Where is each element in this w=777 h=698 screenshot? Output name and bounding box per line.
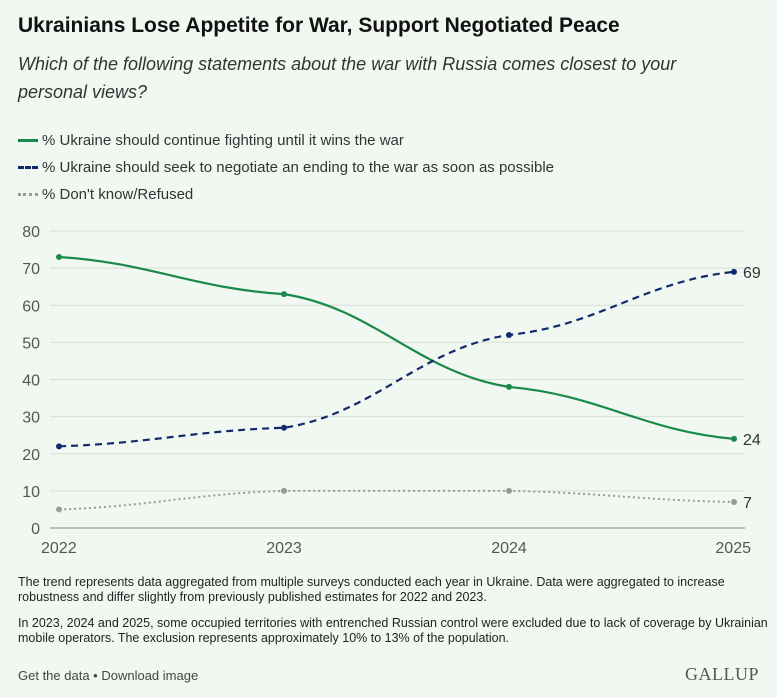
data-point	[731, 435, 737, 442]
data-point	[56, 443, 62, 450]
dotted-line-swatch	[18, 193, 38, 196]
data-point	[506, 383, 512, 390]
y-tick-label: 80	[22, 224, 40, 241]
separator: •	[89, 668, 102, 683]
gallup-logo: GALLUP	[685, 664, 759, 684]
end-label: 7	[743, 495, 752, 512]
data-point	[506, 487, 512, 494]
note-1: The trend represents data aggregated fro…	[18, 575, 725, 604]
chart-title: Ukrainians Lose Appetite for War, Suppor…	[18, 14, 620, 37]
series-line-1	[58, 270, 735, 448]
note-2: In 2023, 2024 and 2025, some occupied te…	[18, 616, 768, 645]
y-tick-label: 0	[31, 521, 40, 538]
y-tick-label: 70	[22, 261, 40, 278]
legend-label: % Don't know/Refused	[42, 186, 194, 203]
data-point	[281, 424, 287, 431]
footer-links: Get the data • Download image	[18, 668, 198, 683]
y-tick-label: 60	[22, 298, 40, 315]
data-point	[731, 499, 737, 506]
dashed-line-swatch	[18, 166, 38, 169]
data-point	[281, 487, 287, 494]
x-tick-label: 2023	[266, 540, 302, 557]
legend-item-negotiate: % Ukraine should seek to negotiate an en…	[18, 154, 554, 181]
legend-label: % Ukraine should continue fighting until…	[42, 132, 404, 149]
data-point	[281, 291, 287, 298]
x-tick-label: 2025	[715, 540, 751, 557]
legend-item-fight: % Ukraine should continue fighting until…	[18, 127, 554, 154]
y-tick-label: 40	[22, 373, 40, 390]
chart-subtitle: Which of the following statements about …	[18, 54, 677, 102]
line-chart: 0 10 20 30 40 50 60 70 80 2022 2023 2024 2025 24 69 7	[22, 224, 761, 557]
y-tick-label: 50	[22, 335, 40, 352]
end-label: 69	[743, 265, 761, 282]
series-line-0	[58, 255, 735, 440]
data-point	[56, 253, 62, 260]
download-image-link[interactable]: Download image	[101, 668, 199, 683]
y-tick-label: 30	[22, 410, 40, 427]
data-point	[506, 331, 512, 338]
legend-item-dontknow: % Don't know/Refused	[18, 181, 554, 208]
x-tick-label: 2024	[491, 540, 527, 557]
get-data-link[interactable]: Get the data	[18, 668, 90, 683]
end-label: 24	[743, 432, 761, 449]
legend: % Ukraine should continue fighting until…	[18, 127, 554, 208]
data-point	[56, 506, 62, 513]
data-point	[731, 268, 737, 275]
x-tick-label: 2022	[41, 540, 77, 557]
solid-line-swatch	[18, 139, 38, 142]
legend-label: % Ukraine should seek to negotiate an en…	[42, 159, 554, 176]
y-tick-label: 10	[22, 484, 40, 501]
y-tick-label: 20	[22, 447, 40, 464]
series-line-2	[58, 489, 735, 511]
